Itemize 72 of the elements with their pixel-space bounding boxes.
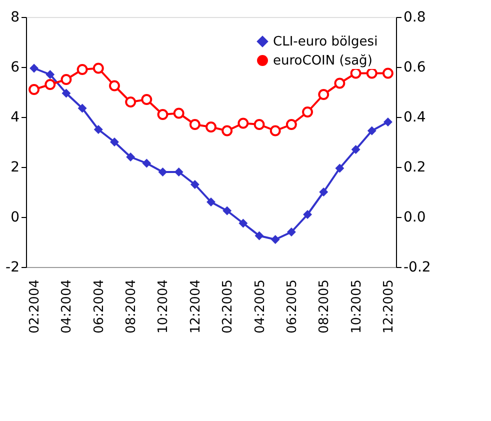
point	[238, 118, 249, 129]
y-tick-label: 4	[10, 110, 20, 126]
point	[109, 80, 120, 92]
point	[189, 119, 200, 130]
point	[302, 106, 313, 118]
point	[206, 198, 216, 206]
point	[110, 138, 119, 146]
point	[286, 119, 297, 130]
point	[222, 206, 232, 216]
point	[351, 145, 360, 154]
x-tick-label: 02:2005	[220, 280, 236, 334]
point	[142, 158, 152, 168]
point	[44, 79, 56, 90]
x-tick-label: 02:2004	[28, 280, 43, 334]
point	[173, 108, 184, 119]
x-tick-label: 06:2005	[284, 280, 300, 334]
y2-tick-label: 0.0	[404, 210, 426, 226]
y2-tick-label: 0.6	[404, 60, 426, 76]
point	[158, 168, 168, 176]
point	[60, 74, 72, 85]
point	[46, 70, 55, 79]
y-tick-label: -2	[6, 260, 20, 276]
point	[190, 180, 200, 189]
point	[92, 62, 104, 74]
point	[334, 78, 346, 89]
x-tick-label: 12:2004	[188, 280, 204, 334]
point	[318, 89, 330, 100]
point	[335, 164, 344, 173]
x-tick-label: 10:2004	[156, 280, 172, 334]
legend-label: euroCOIN (sağ)	[273, 54, 372, 68]
point	[319, 188, 328, 196]
y2-tick-label: 0.4	[404, 110, 426, 126]
point	[270, 125, 281, 136]
point	[303, 210, 312, 219]
y2-tick-label: -0.2	[404, 260, 431, 276]
y-tick-label: 0	[10, 210, 20, 226]
point	[30, 64, 39, 73]
point	[254, 231, 264, 240]
point	[174, 168, 184, 176]
point	[94, 125, 103, 134]
y-tick-label: 6	[10, 60, 20, 76]
point	[28, 84, 40, 95]
x-tick-label: 04:2005	[252, 280, 268, 334]
point	[270, 235, 280, 244]
point	[382, 68, 394, 79]
x-tick-label: 08:2004	[124, 280, 140, 334]
point	[254, 119, 265, 130]
point	[350, 68, 362, 79]
point	[62, 88, 71, 98]
x-tick-label: 04:2004	[60, 280, 75, 334]
legend-label: CLI-euro bölgesi	[273, 34, 378, 50]
x-tick-label: 06:2004	[92, 280, 107, 334]
x-tick-label: 12:2005	[381, 280, 396, 334]
point	[383, 118, 392, 126]
x-tick-label: 08:2005	[317, 280, 332, 334]
point	[76, 64, 88, 75]
y-tick-label: 8	[10, 10, 20, 26]
y-tick-label: 2	[10, 160, 20, 176]
point	[125, 96, 136, 108]
point	[157, 109, 168, 120]
y2-tick-label: 0.8	[404, 10, 426, 26]
point	[126, 152, 136, 162]
point	[222, 125, 233, 136]
point	[367, 126, 376, 136]
point	[286, 228, 296, 236]
point	[141, 94, 152, 105]
x-tick-label: 10:2005	[349, 280, 364, 334]
y2-tick-label: 0.2	[404, 160, 426, 176]
point	[206, 122, 216, 132]
point	[238, 218, 248, 228]
point	[366, 68, 378, 79]
point	[78, 104, 87, 113]
